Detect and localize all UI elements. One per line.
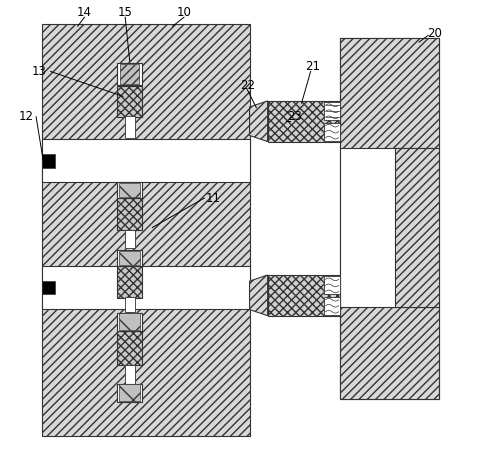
Bar xyxy=(119,251,140,265)
Bar xyxy=(324,276,339,294)
Bar xyxy=(117,63,142,85)
Polygon shape xyxy=(249,275,267,316)
Text: 10: 10 xyxy=(176,6,191,19)
Text: 21: 21 xyxy=(305,61,320,73)
Bar xyxy=(339,148,394,307)
Bar xyxy=(394,148,439,307)
Bar xyxy=(124,230,134,248)
Bar xyxy=(267,275,339,316)
Text: 23: 23 xyxy=(287,110,301,123)
Bar xyxy=(267,101,339,142)
Bar xyxy=(119,384,140,401)
Bar xyxy=(324,297,339,315)
Text: 14: 14 xyxy=(77,6,92,19)
Text: 11: 11 xyxy=(205,192,220,205)
Bar xyxy=(324,122,339,141)
Text: 12: 12 xyxy=(18,110,33,123)
Bar xyxy=(124,365,134,384)
Bar xyxy=(117,266,142,298)
Bar xyxy=(119,313,140,330)
Text: 22: 22 xyxy=(240,79,254,91)
Bar xyxy=(119,183,140,197)
Bar xyxy=(124,116,134,138)
Bar xyxy=(117,198,142,230)
Bar xyxy=(339,38,439,148)
Bar xyxy=(324,102,339,120)
Bar xyxy=(117,250,142,266)
Polygon shape xyxy=(249,101,267,142)
Bar xyxy=(117,313,142,331)
Bar xyxy=(41,24,249,435)
Bar xyxy=(117,182,142,198)
Bar xyxy=(41,154,55,167)
Text: 13: 13 xyxy=(32,65,47,78)
Bar xyxy=(339,307,439,399)
Text: 20: 20 xyxy=(427,26,442,40)
Bar xyxy=(117,86,142,116)
Bar xyxy=(41,139,249,182)
Bar xyxy=(41,266,249,309)
Bar xyxy=(117,331,142,365)
Bar xyxy=(120,64,139,84)
Bar xyxy=(117,384,142,402)
Bar xyxy=(41,281,55,294)
Bar xyxy=(124,297,134,312)
Text: 15: 15 xyxy=(118,6,132,19)
Bar xyxy=(339,38,439,399)
